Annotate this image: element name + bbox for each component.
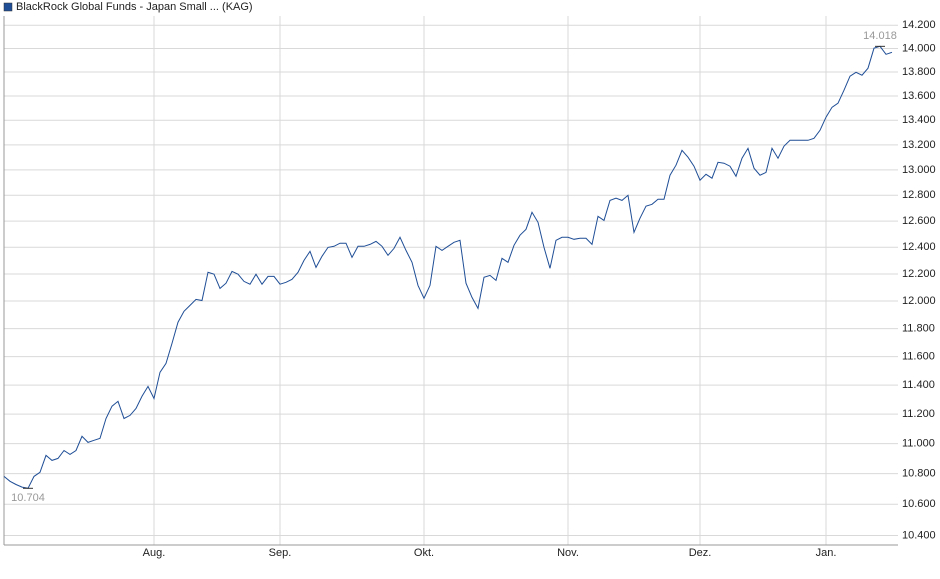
y-tick-label: 11.400 [902,379,935,391]
x-tick-label: Okt. [414,547,434,559]
y-tick-label: 13.400 [902,114,936,126]
x-tick-label: Jan. [816,547,837,559]
y-tick-label: 11.000 [902,438,935,450]
x-tick-label: Nov. [557,547,579,559]
y-tick-label: 14.200 [902,19,936,31]
y-tick-label: 14.000 [902,42,936,54]
y-tick-label: 12.200 [902,268,936,280]
y-tick-label: 10.400 [902,529,936,541]
y-tick-label: 10.600 [902,498,936,510]
y-tick-label: 12.600 [902,215,936,227]
y-tick-label: 13.000 [902,164,936,176]
y-tick-label: 13.600 [902,90,936,102]
y-tick-label: 11.200 [902,408,935,420]
y-tick-label: 12.800 [902,189,936,201]
plot-area [4,16,898,545]
legend-label: BlackRock Global Funds - Japan Small ...… [16,1,253,13]
x-tick-label: Aug. [143,547,166,559]
y-tick-label: 10.800 [902,468,936,480]
value-label: 10.704 [11,492,45,504]
x-tick-label: Sep. [269,547,292,559]
y-tick-label: 13.800 [902,66,936,78]
y-tick-label: 12.400 [902,241,936,253]
y-tick-label: 12.000 [902,295,936,307]
y-tick-label: 11.600 [902,350,935,362]
legend-swatch [3,2,13,12]
value-label: 14.018 [863,30,897,42]
y-tick-label: 11.800 [902,322,935,334]
y-tick-label: 13.200 [902,139,936,151]
x-tick-label: Dez. [689,547,712,559]
price-line [3,45,893,489]
